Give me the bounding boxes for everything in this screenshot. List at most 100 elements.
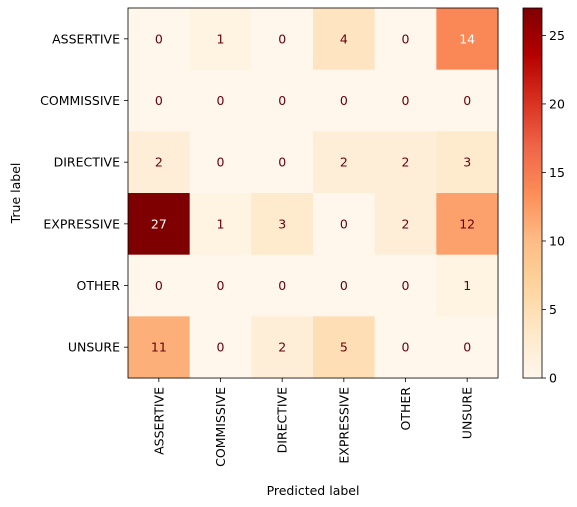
y-axis: ASSERTIVE COMMISSIVE DIRECTIVE EXPRESSIVE OT…	[40, 31, 128, 355]
cell-value-label: 0	[463, 340, 471, 355]
heatmap-cell	[374, 8, 437, 71]
heatmap-cell	[128, 131, 191, 194]
cell-value-label: 4	[340, 31, 348, 46]
cell-value-label: 1	[463, 278, 471, 293]
cell-value-label: 0	[217, 340, 225, 355]
cell-value-label: 0	[278, 278, 286, 293]
cell-value-label: 1	[217, 216, 225, 231]
cell-value-label: 0	[155, 93, 163, 108]
heatmap-cell	[251, 193, 314, 256]
cell-value-label: 0	[155, 31, 163, 46]
heatmap-cell	[313, 69, 376, 132]
cell-value-label: 0	[155, 278, 163, 293]
colorbar-tick-label: 5	[549, 302, 557, 317]
heatmap-cell	[313, 193, 376, 256]
heatmap-cell	[313, 254, 376, 317]
heatmap-cell	[128, 8, 191, 71]
heatmap-cell	[189, 254, 252, 317]
heatmap-cell	[374, 254, 437, 317]
cell-value-label: 2	[278, 340, 286, 355]
x-tick-label: ASSERTIVE	[151, 387, 166, 455]
heatmap-cell	[374, 69, 437, 132]
heatmap-cell	[436, 193, 499, 256]
cell-value-label: 2	[402, 216, 410, 231]
heatmap-cell	[128, 316, 191, 379]
y-tick-label: COMMISSIVE	[40, 93, 120, 108]
heatmap-cell	[313, 316, 376, 379]
cell-value-label: 0	[278, 155, 286, 170]
y-tick-label: UNSURE	[68, 340, 120, 355]
colorbar: 0 5 10 15 20 25	[522, 7, 565, 386]
heatmap-cell	[189, 8, 252, 71]
heatmap-cell	[436, 254, 499, 317]
cell-value-label: 11	[151, 340, 167, 355]
heatmap-cell	[374, 131, 437, 194]
plot-frame	[127, 7, 499, 379]
colorbar-tick-label: 15	[549, 165, 565, 180]
cell-value-label: 3	[278, 216, 286, 231]
cell-value-label: 0	[402, 93, 410, 108]
cell-value-label: 5	[340, 340, 348, 355]
heatmap-cell	[436, 69, 499, 132]
heatmap-cell	[313, 131, 376, 194]
heatmap-cell	[436, 316, 499, 379]
cell-value-label: 2	[402, 155, 410, 170]
heatmap-cell	[128, 193, 191, 256]
cell-value-label: 0	[340, 216, 348, 231]
y-tick-label: ASSERTIVE	[52, 31, 120, 46]
cell-value-label: 0	[340, 278, 348, 293]
heatmap-cell	[251, 316, 314, 379]
x-axis: ASSERTIVE COMMISSIVE DIRECTIVE EXPRESSIVE OT…	[151, 378, 475, 467]
y-axis-title: True label	[8, 163, 23, 225]
colorbar-gradient	[523, 8, 542, 379]
cell-value-label: 0	[217, 155, 225, 170]
x-tick-label: COMMISSIVE	[213, 387, 228, 467]
heatmap-cell	[189, 193, 252, 256]
heatmap-cell	[189, 131, 252, 194]
heatmap-cell	[313, 8, 376, 71]
x-axis-title: Predicted label	[267, 483, 360, 498]
colorbar-tick-label: 20	[549, 96, 565, 111]
y-tick-label: DIRECTIVE	[54, 155, 120, 170]
heatmap-cell	[251, 8, 314, 71]
cell-value-label: 0	[217, 278, 225, 293]
cell-value-label: 0	[340, 93, 348, 108]
cell-value-label: 0	[402, 278, 410, 293]
y-tick-label: EXPRESSIVE	[43, 216, 120, 231]
cell-value-label: 0	[463, 93, 471, 108]
x-tick-label: UNSURE	[460, 387, 475, 439]
cell-value-label: 0	[278, 93, 286, 108]
cell-value-label: 3	[463, 155, 471, 170]
heatmap-cell	[128, 69, 191, 132]
heatmap-cell	[189, 69, 252, 132]
colorbar-tick-label: 0	[549, 371, 557, 386]
cell-value-label: 2	[340, 155, 348, 170]
heatmap-cell	[251, 69, 314, 132]
heatmap-cells: 0 1 0 4 0 140 0 0 0 0 02 0 0 2 2 327 1 3 0 2 120 0 0 0 0 111 0 2 5 0 0	[128, 8, 499, 379]
x-tick-label: OTHER	[398, 387, 413, 431]
heatmap-cell	[374, 193, 437, 256]
cell-value-label: 0	[278, 31, 286, 46]
heatmap-cell	[251, 131, 314, 194]
cell-value-label: 0	[402, 31, 410, 46]
cell-value-label: 1	[217, 31, 225, 46]
colorbar-frame	[522, 7, 543, 379]
cell-value-label: 12	[459, 216, 475, 231]
heatmap-cell	[436, 131, 499, 194]
colorbar-tick-label: 10	[549, 233, 565, 248]
heatmap-cell	[128, 254, 191, 317]
cell-value-label: 2	[155, 155, 163, 170]
cell-value-label: 14	[459, 31, 475, 46]
heatmap-cell	[374, 316, 437, 379]
x-tick-label: EXPRESSIVE	[336, 387, 351, 464]
heatmap-cell	[251, 254, 314, 317]
cell-value-label: 0	[217, 93, 225, 108]
heatmap-cell	[436, 8, 499, 71]
x-tick-label: DIRECTIVE	[275, 387, 290, 453]
cell-value-label: 0	[402, 340, 410, 355]
colorbar-tick-label: 25	[549, 28, 565, 43]
heatmap-cell	[189, 316, 252, 379]
y-tick-label: OTHER	[77, 278, 121, 293]
cell-value-label: 27	[151, 216, 167, 231]
